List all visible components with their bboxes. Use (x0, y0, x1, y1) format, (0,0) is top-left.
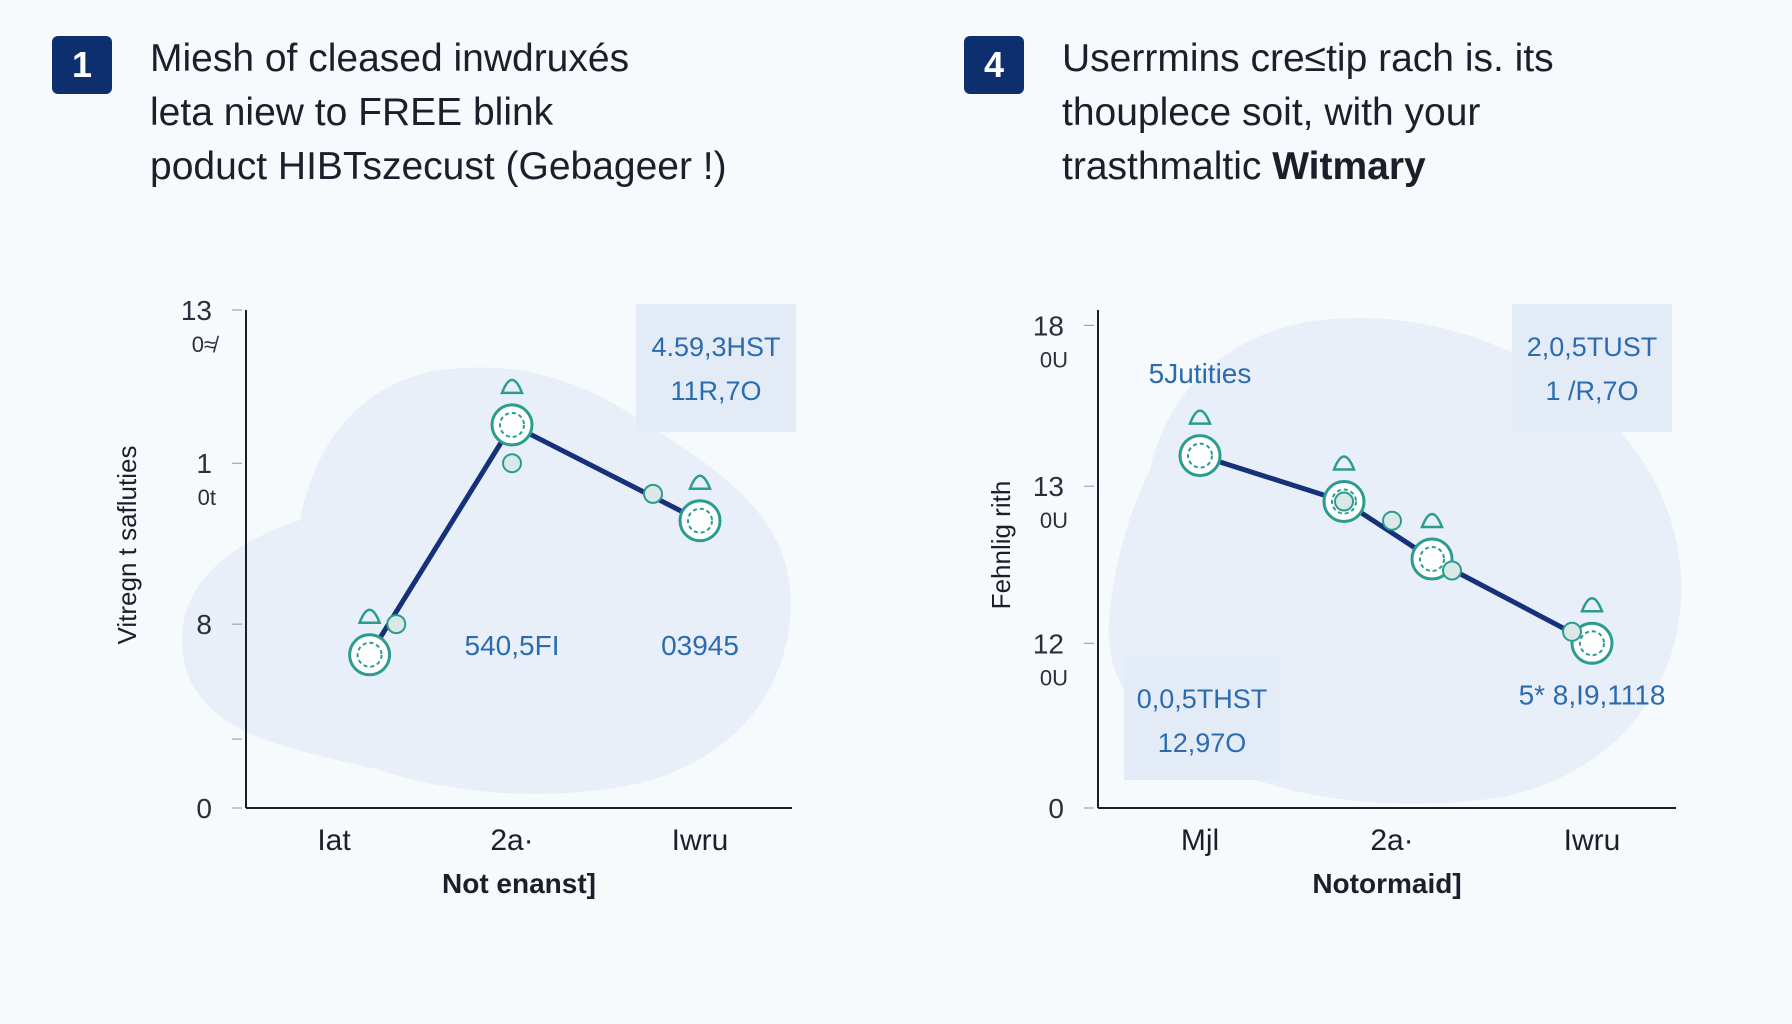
panel-heading-right: Userrmins cre≤tip rach is. its thouplece… (1062, 32, 1762, 194)
data-label: 540,5FI (465, 630, 560, 661)
leaf-icon (1420, 512, 1444, 529)
y-tick-sublabel: 0≉ (192, 332, 220, 357)
leaf-icon (357, 608, 382, 625)
panel-heading-left: Miesh of cleased inwdruxés leta niew to … (150, 32, 850, 194)
point-ring-inner (356, 641, 383, 668)
data-label: 5Jutities (1149, 358, 1252, 389)
leaf-icon (1332, 455, 1356, 471)
point-ring-inner (1331, 488, 1357, 515)
x-tick-label: Mjl (1181, 824, 1219, 857)
series-marker (643, 483, 663, 504)
data-point-icon (1178, 409, 1222, 478)
y-tick-label: 1 (196, 448, 212, 479)
step-badge-left: 1 (52, 36, 112, 94)
x-tick-label: 2a· (1370, 824, 1413, 857)
series-marker (1562, 621, 1582, 642)
point-ring-inner (687, 507, 713, 534)
leaf-icon (1188, 409, 1212, 425)
leaf-icon (500, 378, 524, 395)
left-panel: 1 Miesh of cleased inwdruxés leta niew t… (52, 32, 850, 194)
info-box (1124, 656, 1280, 780)
heading-line: thouplece soit, with your (1062, 91, 1481, 134)
y-tick-label: 0 (1048, 793, 1064, 824)
y-tick-label: 0 (196, 793, 212, 824)
heading-line: Miesh of cleased inwdruxés (150, 37, 630, 80)
y-tick-sublabel: 0U (1040, 347, 1068, 372)
point-ring (348, 633, 392, 677)
point-ring (1570, 621, 1614, 665)
leaf-icon (1580, 597, 1604, 613)
heading-text: trasthmaltic (1062, 145, 1273, 188)
leaf-icon (688, 474, 712, 490)
heading-line: leta niew to FREE blink (150, 91, 554, 134)
y-tick-label: 18 (1033, 310, 1064, 341)
info-box-text: 4.59,3HST (651, 332, 780, 362)
right-panel: 4 Userrmins cre≤tip rach is. its thouple… (896, 0, 1792, 1024)
x-axis-label: Notormaid] (1312, 868, 1461, 899)
heading-line: trasthmaltic Witmary (1062, 140, 1762, 194)
point-ring-inner (499, 411, 525, 438)
y-axis-label: Fehnlig rith (986, 481, 1016, 610)
series-marker (1334, 491, 1354, 512)
y-tick-sublabel: 0t (198, 485, 216, 510)
heading-line: poduct HIBTszecust (Gebageer !) (150, 140, 850, 194)
y-tick-sublabel: 0U (1040, 665, 1068, 690)
y-tick-label: 12 (1033, 628, 1064, 659)
data-point-icon (348, 608, 392, 677)
x-tick-label: Iwru (1564, 824, 1621, 857)
y-tick-label: 13 (1033, 471, 1064, 502)
point-ring (490, 403, 534, 447)
x-axis-label: Not enanst] (442, 868, 596, 899)
heading-line: Userrmins cre≤tip rach is. its (1062, 37, 1554, 80)
series-marker (386, 614, 407, 635)
step-badge-right: 4 (964, 36, 1024, 94)
y-tick-sublabel: 0U (1040, 508, 1068, 533)
background-blob (181, 367, 791, 794)
info-box (1512, 304, 1672, 432)
data-point-icon (1410, 512, 1454, 581)
point-ring (678, 499, 722, 543)
point-ring-inner (1579, 630, 1605, 657)
data-point-icon (490, 378, 534, 447)
data-point-icon (678, 474, 722, 543)
series-line (1197, 453, 1595, 646)
heading-text: poduct HIBTszecust (Gebageer !) (150, 145, 727, 188)
y-axis-label: Vitregn t safluties (112, 446, 142, 645)
heading-bold-text: Witmary (1272, 145, 1426, 188)
series-marker (1442, 560, 1462, 581)
series-marker (1382, 510, 1402, 531)
chart-1: 13 0≉ 1 0t 8 0 Iat 2a· Iwru Not enanst] Vitregn t … (112, 295, 796, 899)
info-box-text: 1 /R,7O (1545, 376, 1638, 406)
point-ring-inner (1419, 546, 1445, 572)
data-point-icon (1570, 597, 1614, 665)
x-tick-label: Iat (317, 824, 351, 857)
point-ring-inner (1187, 442, 1213, 469)
info-box-text: 2,0,5TUST (1527, 332, 1658, 362)
x-tick-label: 2a· (490, 824, 533, 857)
info-box-text: 0,0,5THST (1137, 684, 1268, 714)
info-box-text: 11R,7O (670, 376, 761, 406)
series-marker (502, 453, 522, 474)
y-tick-label: 13 (181, 295, 212, 326)
info-box (636, 304, 796, 432)
y-tick-label: 8 (196, 609, 212, 640)
point-ring (1178, 434, 1222, 478)
point-ring (1410, 537, 1454, 581)
data-label: 03945 (661, 630, 739, 661)
data-label: 5* 8,I9,1118 (1519, 680, 1666, 711)
info-box-text: 12,97O (1158, 728, 1247, 758)
chart-2: 18 0U 13 0U 12 0U 0 Mjl 2a· Iwru Notormaid] Fehnlig… (986, 304, 1682, 899)
x-tick-label: Iwru (672, 824, 729, 857)
